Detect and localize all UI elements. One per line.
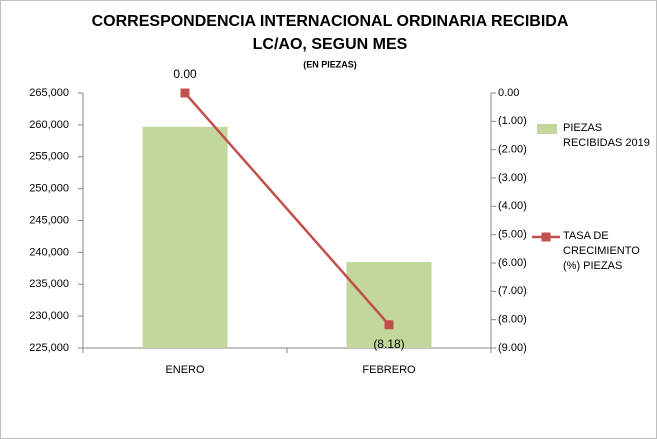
y-tick-label: 235,000 bbox=[29, 278, 69, 290]
marker bbox=[180, 88, 190, 98]
data-label: 0.00 bbox=[173, 67, 197, 81]
chart-subtitle: LC/AO, SEGUN MES bbox=[253, 36, 408, 53]
legend-label: TASA DE CRECIMIENTO (%) PIEZAS bbox=[563, 230, 646, 272]
chart-note: (EN PIEZAS) bbox=[303, 59, 357, 69]
y-tick-label: 245,000 bbox=[29, 214, 69, 226]
y2-tick-label: 0.00 bbox=[498, 87, 519, 99]
bar bbox=[142, 126, 228, 348]
y-tick-label: 230,000 bbox=[29, 310, 69, 322]
x-tick-label: FEBRERO bbox=[362, 364, 416, 376]
y2-tick-label: (2.00) bbox=[498, 144, 527, 156]
y2-tick-label: (4.00) bbox=[498, 200, 527, 212]
y2-tick-label: (5.00) bbox=[498, 229, 527, 241]
y2-tick-label: (6.00) bbox=[498, 257, 527, 269]
y-tick-label: 225,000 bbox=[29, 342, 69, 354]
y-tick-label: 265,000 bbox=[29, 87, 69, 99]
y2-tick-label: (1.00) bbox=[498, 115, 527, 127]
y2-tick-label: (8.00) bbox=[498, 314, 527, 326]
data-label: (8.18) bbox=[373, 337, 404, 351]
x-tick-label: ENERO bbox=[165, 364, 205, 376]
marker bbox=[384, 320, 394, 330]
legend-swatch bbox=[537, 124, 557, 134]
y2-tick-label: (3.00) bbox=[498, 172, 527, 184]
y2-tick-label: (9.00) bbox=[498, 342, 527, 354]
legend-label: PIEZAS RECIBIDAS 2019 bbox=[563, 122, 650, 149]
y-tick-label: 255,000 bbox=[29, 151, 69, 163]
chart-title: CORRESPONDENCIA INTERNACIONAL ORDINARIA … bbox=[92, 13, 569, 30]
y-tick-label: 250,000 bbox=[29, 183, 69, 195]
bar bbox=[346, 261, 432, 348]
y-tick-label: 240,000 bbox=[29, 246, 69, 258]
legend-marker bbox=[541, 232, 551, 242]
y2-tick-label: (7.00) bbox=[498, 285, 527, 297]
y-tick-label: 260,000 bbox=[29, 119, 69, 131]
line bbox=[184, 92, 390, 326]
